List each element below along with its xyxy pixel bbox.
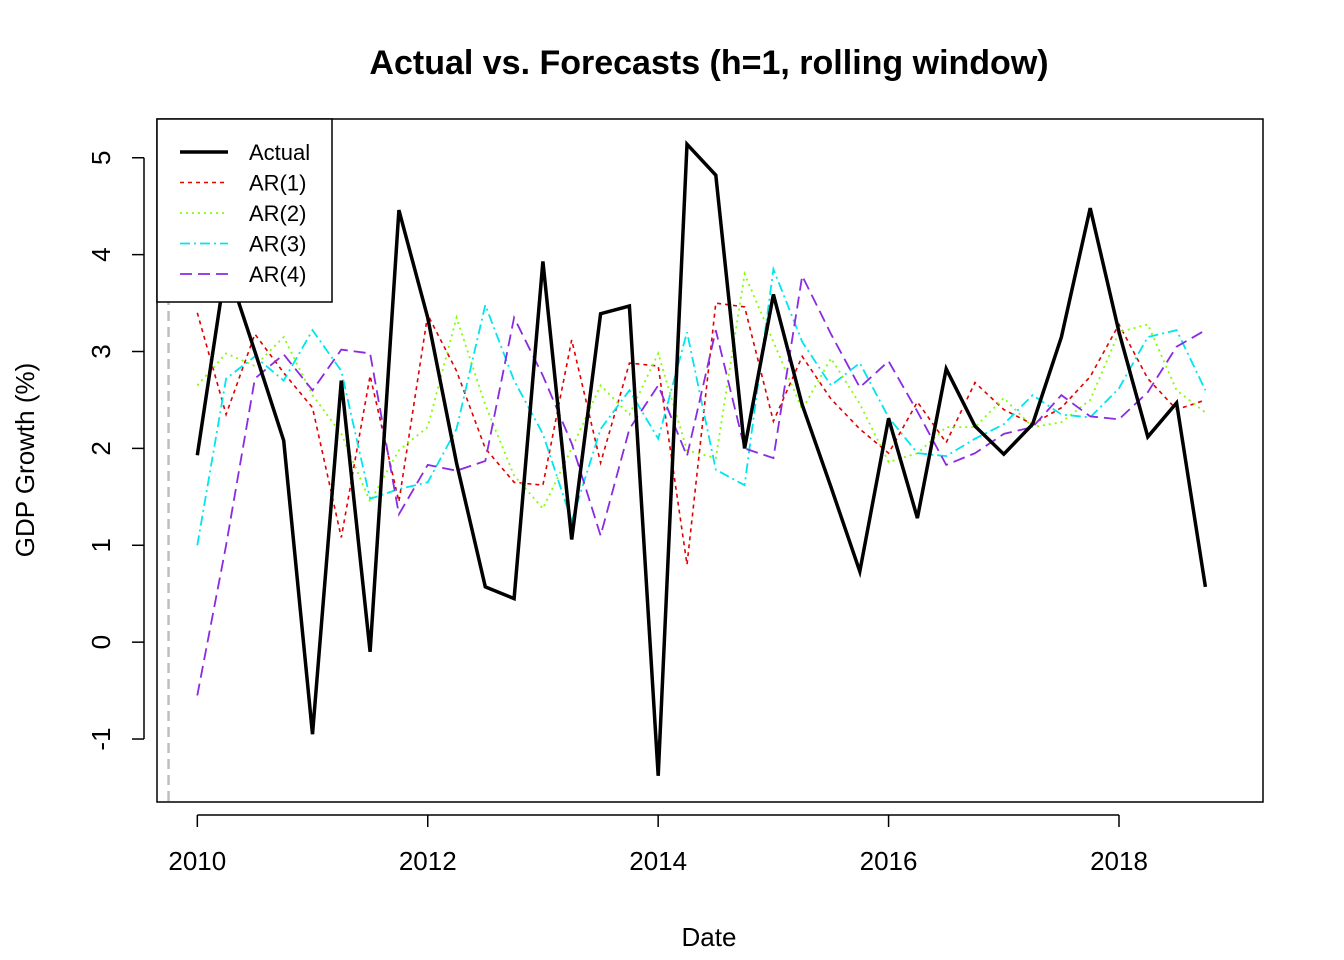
y-tick-label: 3 [86, 344, 116, 358]
y-tick-label: 2 [86, 441, 116, 455]
legend-label: AR(1) [249, 171, 306, 196]
legend-label: AR(4) [249, 262, 306, 287]
series-line-ar3 [196, 265, 1207, 546]
y-tick-label: 0 [86, 635, 116, 649]
axes: 2010 2012 2014 2016 2018 -1 0 1 2 3 4 5 [86, 151, 1148, 876]
plot-frame [156, 118, 1264, 803]
x-tick-label: 2010 [168, 846, 226, 876]
series-line-ar2 [196, 270, 1206, 511]
y-tick-label: 1 [86, 538, 116, 552]
y-tick-label: -1 [86, 727, 116, 750]
x-axis-label: Date [682, 922, 737, 952]
legend: Actual AR(1) AR(2) AR(3) AR(4) [156, 118, 333, 303]
legend-label: Actual [249, 140, 310, 165]
x-tick-label: 2018 [1090, 846, 1148, 876]
x-tick-label: 2016 [860, 846, 918, 876]
legend-label: AR(2) [249, 201, 306, 226]
y-tick-label: 5 [86, 151, 116, 165]
legend-label: AR(3) [249, 232, 306, 257]
series-line-actual [195, 139, 1208, 776]
y-axis-label: GDP Growth (%) [10, 363, 40, 558]
series-line-ar4 [196, 272, 1206, 696]
y-tick-label: 4 [86, 247, 116, 261]
x-tick-label: 2012 [399, 846, 457, 876]
legend-box [156, 118, 333, 303]
x-tick-label: 2014 [629, 846, 687, 876]
chart-title: Actual vs. Forecasts (h=1, rolling windo… [369, 44, 1048, 82]
